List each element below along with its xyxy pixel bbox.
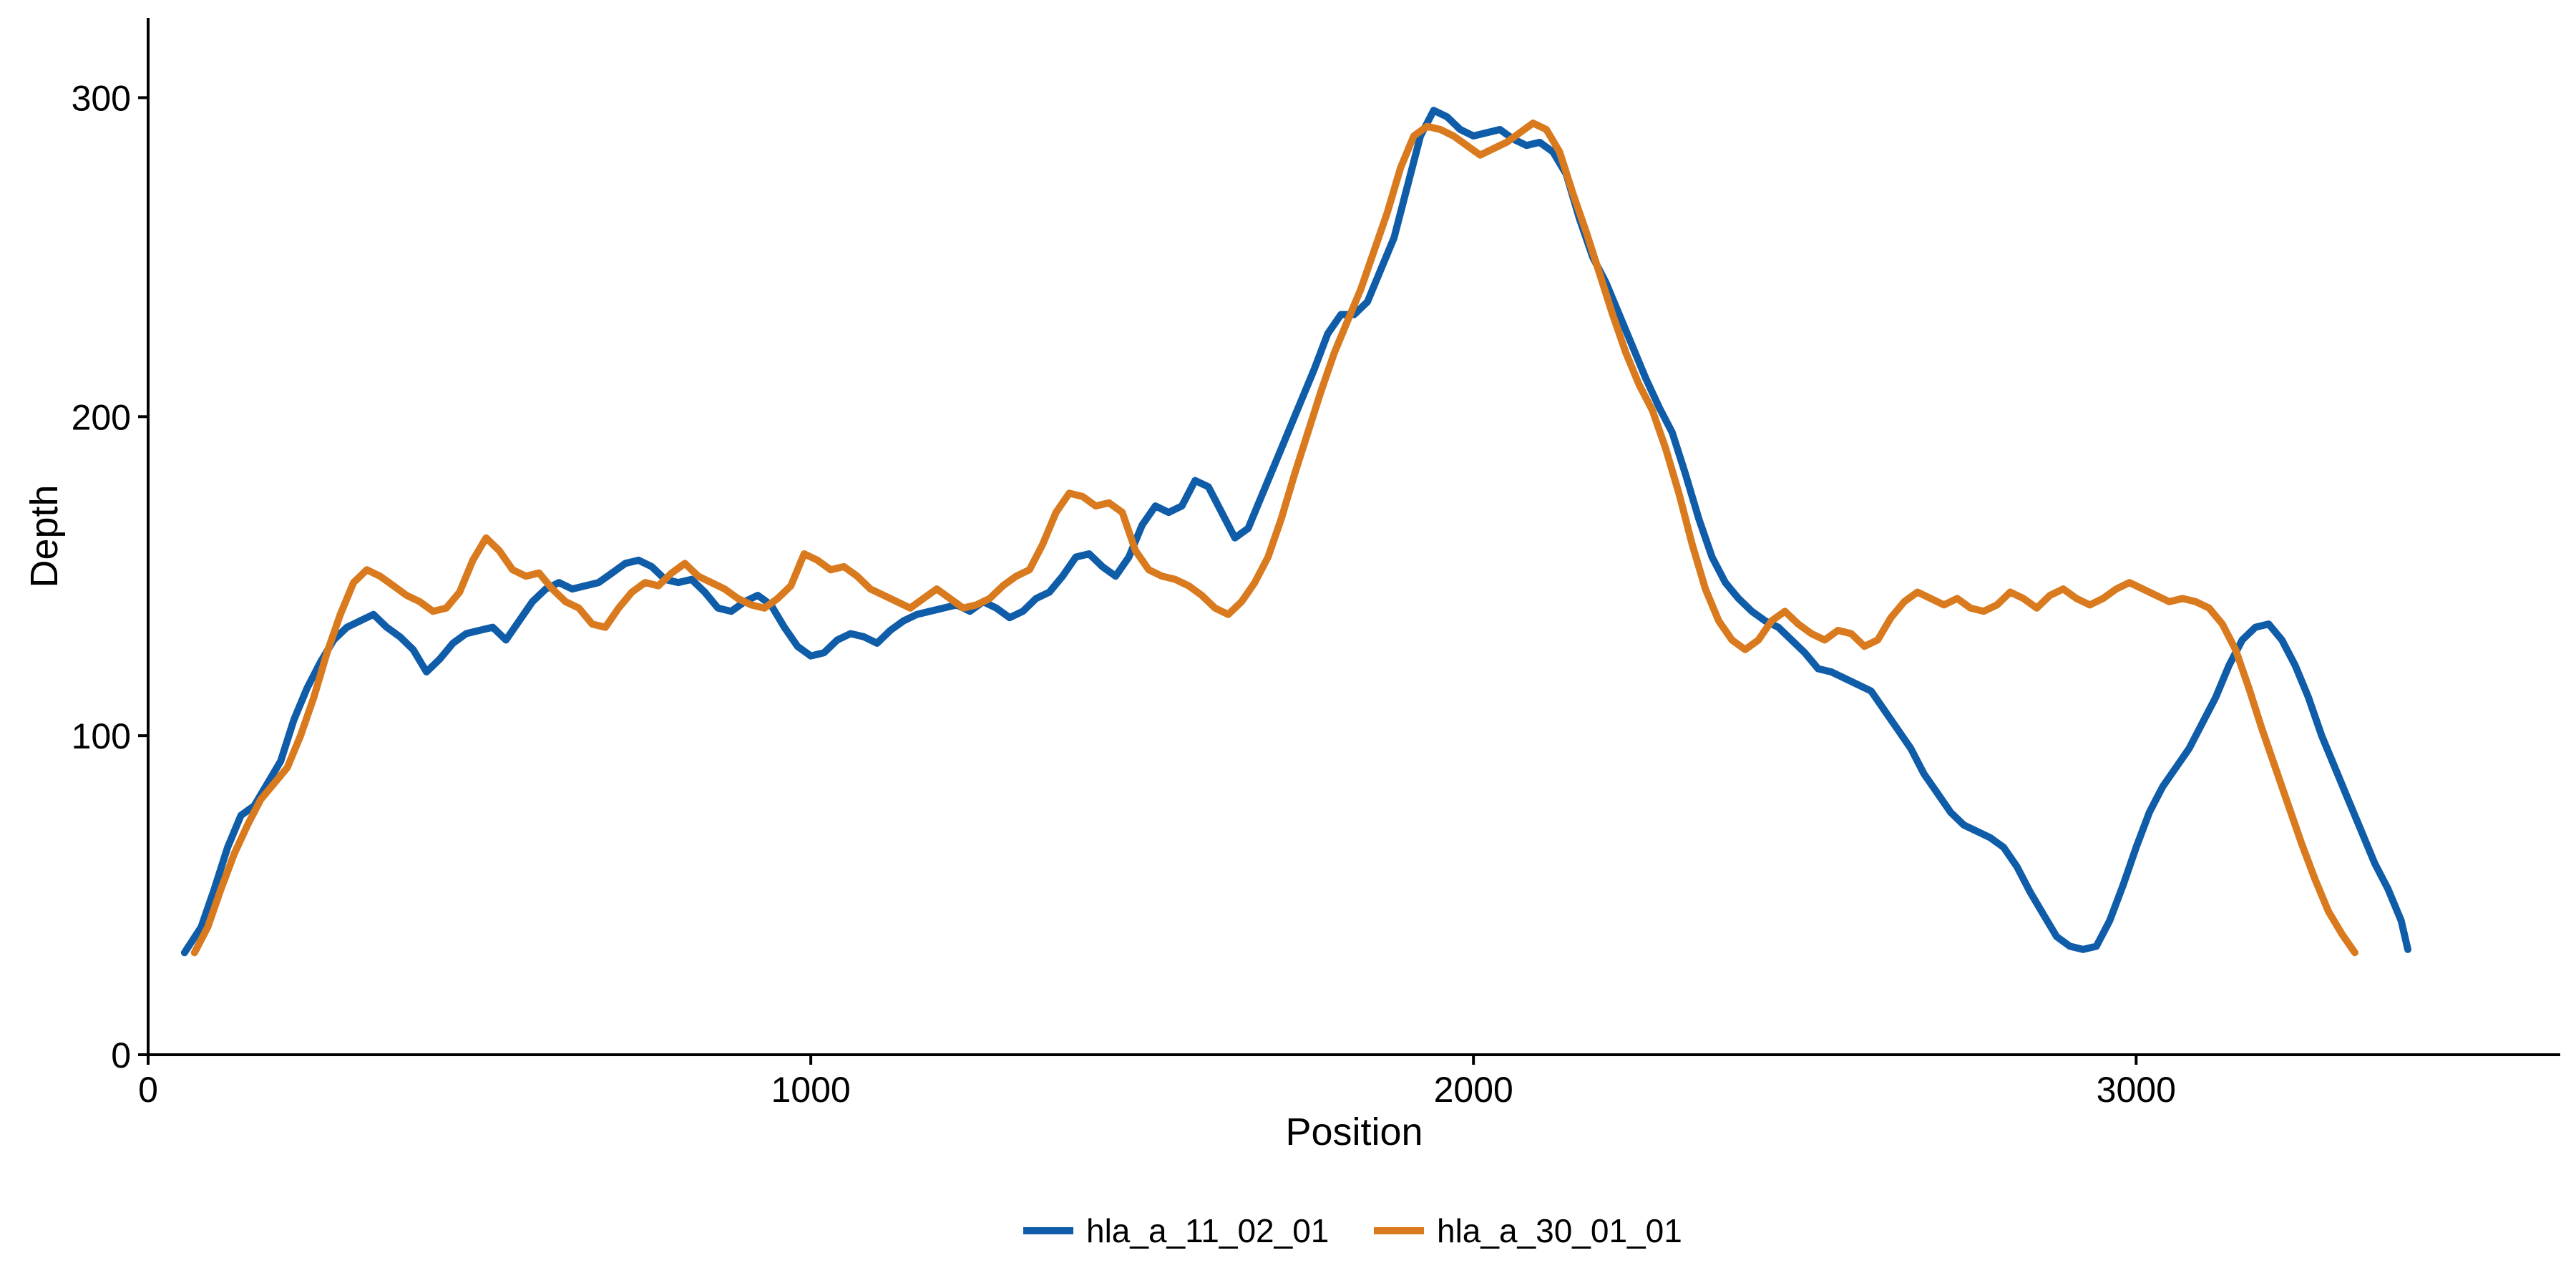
legend: hla_a_11_02_01 hla_a_30_01_01 <box>1023 1212 1682 1249</box>
series-line-hla_a_11_02_01 <box>180 107 2411 957</box>
y-axis-ticks: 0 100 200 300 <box>72 78 148 1075</box>
series-line-hla_a_30_01_01 <box>190 119 2358 957</box>
y-tick-label: 300 <box>72 78 131 118</box>
x-tick-label: 3000 <box>2097 1070 2176 1110</box>
y-tick-label: 200 <box>72 397 131 437</box>
x-tick-label: 2000 <box>1434 1070 1513 1110</box>
x-tick-label: 0 <box>138 1070 158 1110</box>
x-tick-label: 1000 <box>771 1070 850 1110</box>
y-tick-label: 100 <box>72 716 131 756</box>
series-layer <box>180 107 2411 957</box>
x-axis-title: Position <box>1285 1111 1423 1153</box>
y-tick-label: 0 <box>111 1035 131 1075</box>
y-axis-title: Depth <box>23 484 66 587</box>
x-axis-ticks: 0 1000 2000 3000 <box>138 1055 2176 1110</box>
legend-label: hla_a_30_01_01 <box>1437 1212 1682 1249</box>
legend-label: hla_a_11_02_01 <box>1086 1212 1329 1249</box>
